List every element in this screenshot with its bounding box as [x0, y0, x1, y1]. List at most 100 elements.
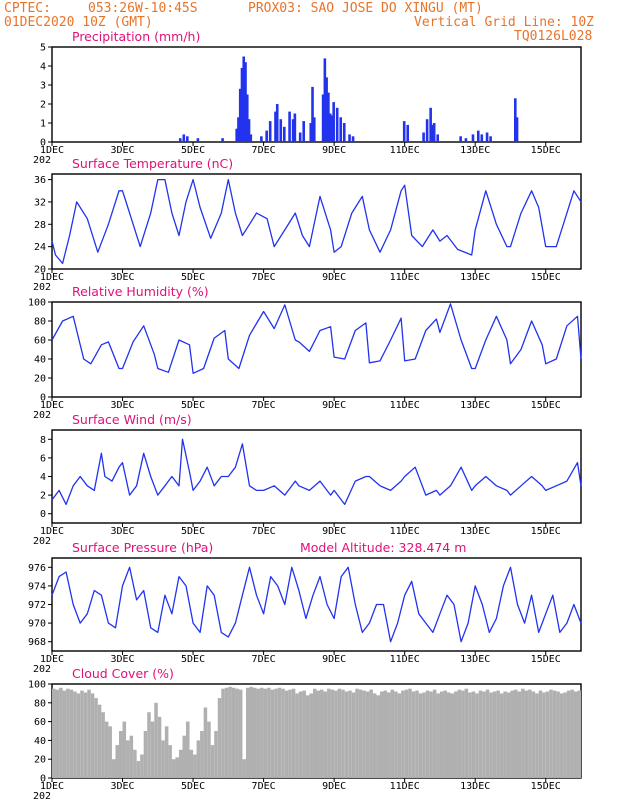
y-tick-label: 6 [40, 453, 46, 464]
cloud-bar [284, 690, 289, 778]
precip-bar [291, 119, 295, 142]
precip-bar [342, 123, 346, 142]
panel-title: Precipitation (mm/h) [72, 29, 200, 44]
cloud-bar [443, 690, 447, 778]
cloud-bar [154, 702, 158, 778]
cloud-bar [59, 687, 63, 778]
cloud-bar [510, 690, 514, 778]
plot-frame [51, 173, 582, 270]
cloud-bar [203, 707, 208, 778]
x-tick-label: 11DEC [390, 145, 420, 156]
y-tick-label: 80 [34, 317, 46, 328]
cloud-bar [517, 691, 522, 778]
precip-bar [431, 124, 434, 142]
y-tick-label: 4 [40, 472, 46, 483]
cloud-bar [200, 731, 204, 778]
precip-bar [459, 136, 462, 142]
cloud-bar [122, 721, 127, 778]
series-line [51, 438, 582, 506]
cloud-bar [55, 689, 60, 778]
y-tick-label: 5 [40, 43, 46, 54]
cloud-bar [506, 692, 511, 778]
cloud-bar [62, 690, 67, 778]
y-tick-label: 40 [34, 355, 46, 366]
cloud-bar [305, 695, 310, 778]
cloud-bar [136, 761, 141, 778]
precip-bar [242, 56, 246, 142]
cloud-bar [104, 721, 109, 778]
precip-bar [464, 138, 468, 142]
precip-bar [422, 132, 425, 142]
precip-bar [489, 136, 492, 142]
x-tick-label: 1DEC [40, 654, 64, 665]
y-tick-label: 20 [34, 374, 46, 385]
cloud-bar [425, 690, 430, 778]
cloud-bar [189, 749, 194, 778]
cloud-bar [513, 689, 518, 778]
x-tick-label: 15DEC [531, 145, 561, 156]
y-tick-label: 32 [34, 197, 46, 208]
cloud-bar [489, 692, 493, 778]
plot-frame [51, 429, 582, 524]
cloud-bar [90, 693, 95, 778]
y-tick-label: 0 [40, 774, 46, 785]
precip-bar [238, 88, 242, 142]
panel-1: Precipitation (mm/h) 0 1 2 3 4 5 1DEC 3DEC 5DEC 7D… [33, 29, 582, 166]
y-tick-label: 974 [28, 581, 46, 592]
header-source: CPTEC: [4, 1, 51, 16]
cloud-bar [429, 691, 433, 778]
panel-title: Relative Humidity (%) [72, 284, 209, 299]
cloud-bar [468, 692, 472, 778]
cloud-bar [538, 690, 543, 778]
cloud-bar [334, 690, 338, 778]
cloud-bar [221, 688, 225, 778]
header-location: 053:26W-10:45S [88, 1, 198, 16]
cloud-bar [436, 693, 440, 778]
y-tick-label: 100 [28, 680, 46, 691]
x-tick-label: 9DEC [322, 400, 346, 411]
cloud-bar [404, 689, 409, 778]
x-tick-label: 3DEC [110, 272, 134, 283]
x-tick-label: 7DEC [252, 400, 276, 411]
cloud-bar [295, 693, 299, 778]
cloud-bar [482, 691, 486, 778]
cloud-bar [242, 759, 246, 778]
cloud-bar [228, 686, 232, 778]
cloud-bar [369, 689, 373, 778]
precip-bar [279, 119, 283, 142]
cloud-bar [376, 695, 380, 778]
cloud-bar [291, 688, 296, 778]
x-tick-label: 11DEC [390, 526, 420, 537]
cloud-bar [140, 754, 144, 778]
cloud-bar [66, 688, 70, 778]
cloud-bar [471, 691, 476, 778]
cloud-bar [411, 691, 416, 778]
panels: Precipitation (mm/h) 0 1 2 3 4 5 1DEC 3DEC 5DEC 7D… [28, 29, 582, 800]
cloud-bar [330, 689, 335, 778]
cloud-bar [69, 689, 74, 778]
panel-6: Cloud Cover (%) 0 20 40 60 80 100 1DEC 3DEC 5DEC 7… [28, 666, 582, 800]
cloud-bar [235, 688, 239, 778]
y-tick-label: 20 [34, 265, 46, 276]
x-tick-label: 13DEC [460, 145, 490, 156]
y-tick-label: 40 [34, 736, 46, 747]
cloud-bar [464, 688, 469, 778]
cloud-bar [450, 693, 455, 778]
cloud-bar [528, 689, 532, 778]
cloud-bar [383, 690, 388, 778]
cloud-bar [288, 689, 292, 778]
y-tick-label: 968 [28, 637, 46, 648]
y-tick-label: 60 [34, 717, 46, 728]
cloud-bar [549, 689, 553, 778]
cloud-bar [263, 688, 268, 778]
plot-frame [51, 557, 582, 652]
cloud-bar [341, 689, 345, 778]
plot-frame [51, 301, 582, 398]
cloud-bar [260, 687, 264, 778]
cloud-bar [372, 693, 377, 778]
cloud-bar [337, 688, 342, 778]
precip-bar [406, 124, 410, 142]
cloud-bar [76, 693, 81, 778]
x-tick-label: 11DEC [390, 654, 420, 665]
precip-bar [513, 98, 517, 142]
